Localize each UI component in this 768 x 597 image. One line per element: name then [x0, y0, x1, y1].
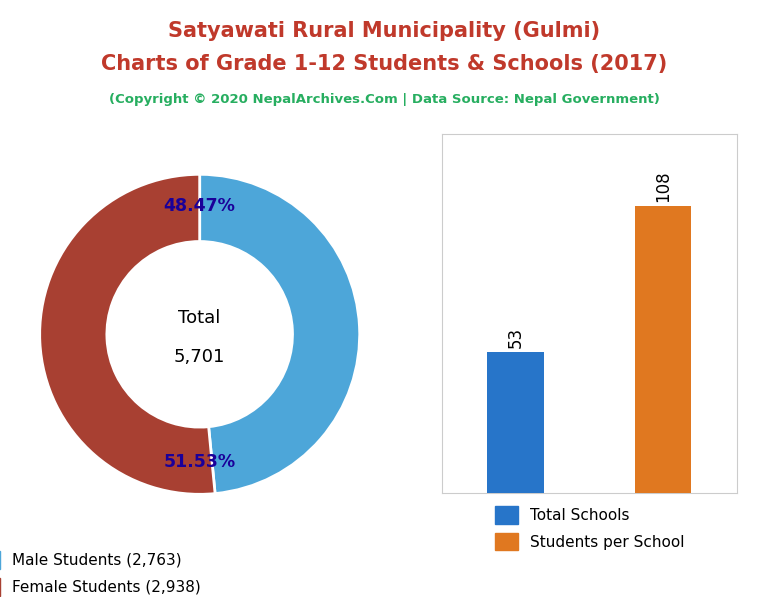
Wedge shape	[200, 174, 359, 494]
Text: Satyawati Rural Municipality (Gulmi): Satyawati Rural Municipality (Gulmi)	[168, 21, 600, 41]
Bar	[488, 352, 544, 493]
Text: Charts of Grade 1-12 Students & Schools (2017): Charts of Grade 1-12 Students & Schools …	[101, 54, 667, 74]
Legend: Male Students (2,763), Female Students (2,938): Male Students (2,763), Female Students (…	[0, 543, 208, 597]
Text: 108: 108	[654, 170, 672, 202]
Text: 51.53%: 51.53%	[164, 453, 236, 471]
Text: 53: 53	[507, 327, 525, 348]
Bar	[635, 206, 691, 493]
Legend: Total Schools, Students per School: Total Schools, Students per School	[488, 500, 690, 556]
Text: Total: Total	[178, 309, 221, 327]
Text: (Copyright © 2020 NepalArchives.Com | Data Source: Nepal Government): (Copyright © 2020 NepalArchives.Com | Da…	[108, 93, 660, 106]
Text: 48.47%: 48.47%	[164, 198, 236, 216]
Text: 5,701: 5,701	[174, 347, 225, 366]
Wedge shape	[40, 174, 215, 494]
